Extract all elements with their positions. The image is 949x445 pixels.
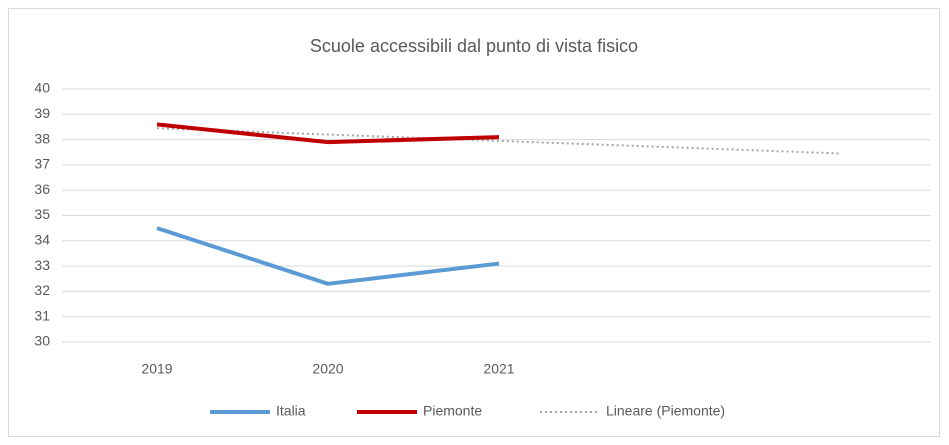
y-tick-label: 37 [34,156,50,172]
chart-title: Scuole accessibili dal punto di vista fi… [310,36,638,56]
y-tick-label: 33 [34,257,50,273]
y-tick-label: 40 [34,80,50,96]
y-tick-label: 34 [34,232,50,248]
y-tick-label: 39 [34,105,50,121]
y-tick-label: 35 [34,206,50,222]
legend-label: Italia [276,403,306,419]
x-tick-label: 2020 [312,361,343,377]
x-tick-label: 2021 [483,361,514,377]
y-tick-label: 38 [34,130,50,146]
series-line [156,226,500,286]
y-tick-label: 32 [34,282,50,298]
y-tick-label: 30 [34,333,50,349]
legend-label: Piemonte [423,403,482,419]
y-tick-label: 31 [34,307,50,323]
y-tick-label: 36 [34,181,50,197]
series-line [156,122,500,145]
x-tick-label: 2019 [141,361,172,377]
legend-label: Lineare (Piemonte) [606,403,725,419]
chart-border [8,8,940,437]
series-line [156,127,842,155]
